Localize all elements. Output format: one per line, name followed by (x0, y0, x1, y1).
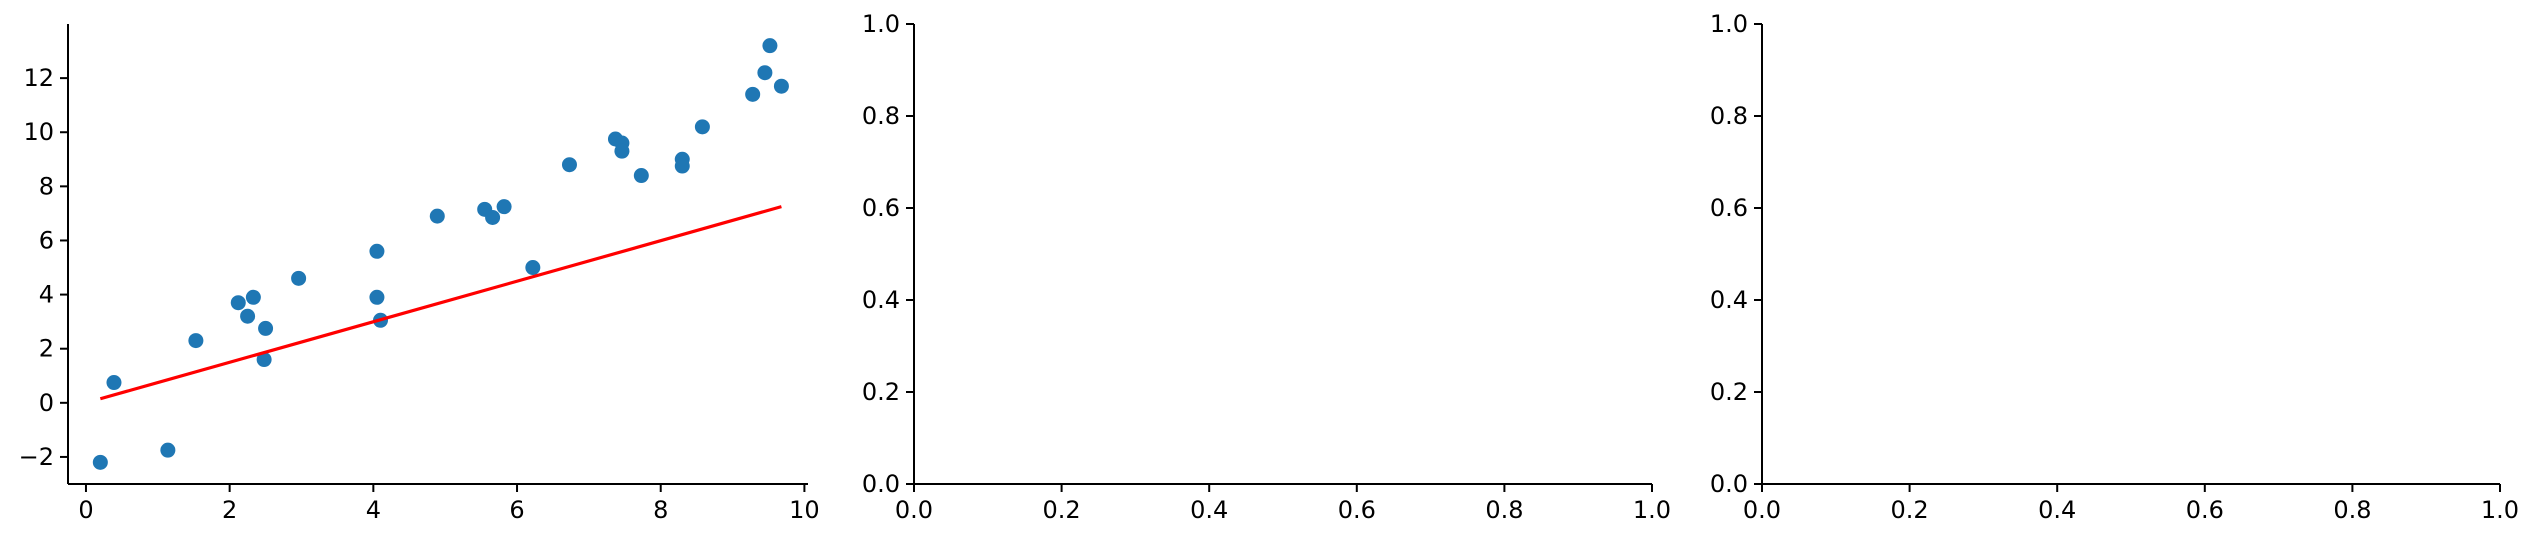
y-tick-label: 2 (39, 335, 54, 363)
data-point (773, 78, 789, 94)
y-tick-label: −2 (19, 443, 54, 471)
data-point (674, 158, 690, 174)
y-tick-label: 0.6 (1710, 194, 1748, 222)
data-point (633, 168, 649, 184)
data-point (525, 260, 541, 276)
y-tick-label: 4 (39, 281, 54, 309)
data-point (561, 157, 577, 173)
x-tick-label: 0.2 (1891, 496, 1929, 524)
data-point (496, 199, 512, 215)
y-tick-label: 0.6 (862, 194, 900, 222)
data-point (429, 208, 445, 224)
y-tick-label: 0.8 (862, 102, 900, 130)
data-point (291, 270, 307, 286)
y-tick-label: 6 (39, 226, 54, 254)
x-tick-label: 1.0 (1633, 496, 1671, 524)
data-point (92, 454, 108, 470)
data-point (160, 442, 176, 458)
y-tick-label: 0.0 (862, 470, 900, 498)
data-point (106, 375, 122, 391)
x-tick-label: 0.6 (1338, 496, 1376, 524)
x-tick-label: 0.8 (2333, 496, 2371, 524)
data-point (245, 289, 261, 305)
y-tick-label: 0.0 (1710, 470, 1748, 498)
data-point (240, 308, 256, 324)
data-point (230, 295, 246, 311)
y-tick-label: 8 (39, 172, 54, 200)
x-tick-label: 0.0 (895, 496, 933, 524)
y-tick-label: 10 (23, 118, 54, 146)
y-tick-label: 0.2 (862, 378, 900, 406)
data-point (369, 243, 385, 259)
data-point (369, 289, 385, 305)
data-point (745, 86, 761, 102)
x-tick-label: 0.4 (1190, 496, 1228, 524)
y-tick-label: 0.8 (1710, 102, 1748, 130)
data-point (256, 352, 272, 368)
x-tick-label: 0.8 (1485, 496, 1523, 524)
data-point (485, 209, 501, 225)
subplot-1: 0 2 4 6 8 10 −2 0 2 4 6 8 10 12 (19, 24, 820, 524)
y-tick-label: 0 (39, 389, 54, 417)
x-tick-label: 0.6 (2186, 496, 2224, 524)
x-tick-label: 0.4 (2038, 496, 2076, 524)
y-tick-label: 12 (23, 64, 54, 92)
y-tick-label: 0.2 (1710, 378, 1748, 406)
data-point (762, 38, 778, 54)
data-point (614, 143, 630, 159)
x-tick-label: 0.2 (1043, 496, 1081, 524)
subplot-3: 0.0 0.2 0.4 0.6 0.8 1.0 0.0 0.2 0.4 0.6 0.8 1.0 (1710, 10, 2519, 524)
fit-line (99, 205, 782, 401)
x-tick-label: 10 (789, 496, 820, 524)
data-point (694, 119, 710, 135)
x-tick-label: 0.0 (1743, 496, 1781, 524)
y-tick-label: 0.4 (862, 286, 900, 314)
x-tick-label: 4 (366, 496, 381, 524)
y-tick-label: 1.0 (1710, 10, 1748, 38)
x-tick-label: 0 (78, 496, 93, 524)
data-point (258, 320, 274, 336)
data-point (757, 65, 773, 81)
y-tick-label: 0.4 (1710, 286, 1748, 314)
subplot-2: 0.0 0.2 0.4 0.6 0.8 1.0 0.0 0.2 0.4 0.6 0.8 1.0 (862, 10, 1671, 524)
x-tick-label: 1.0 (2481, 496, 2519, 524)
data-point (188, 333, 204, 349)
y-tick-label: 1.0 (862, 10, 900, 38)
x-tick-label: 6 (509, 496, 524, 524)
x-tick-label: 8 (653, 496, 668, 524)
x-tick-label: 2 (222, 496, 237, 524)
